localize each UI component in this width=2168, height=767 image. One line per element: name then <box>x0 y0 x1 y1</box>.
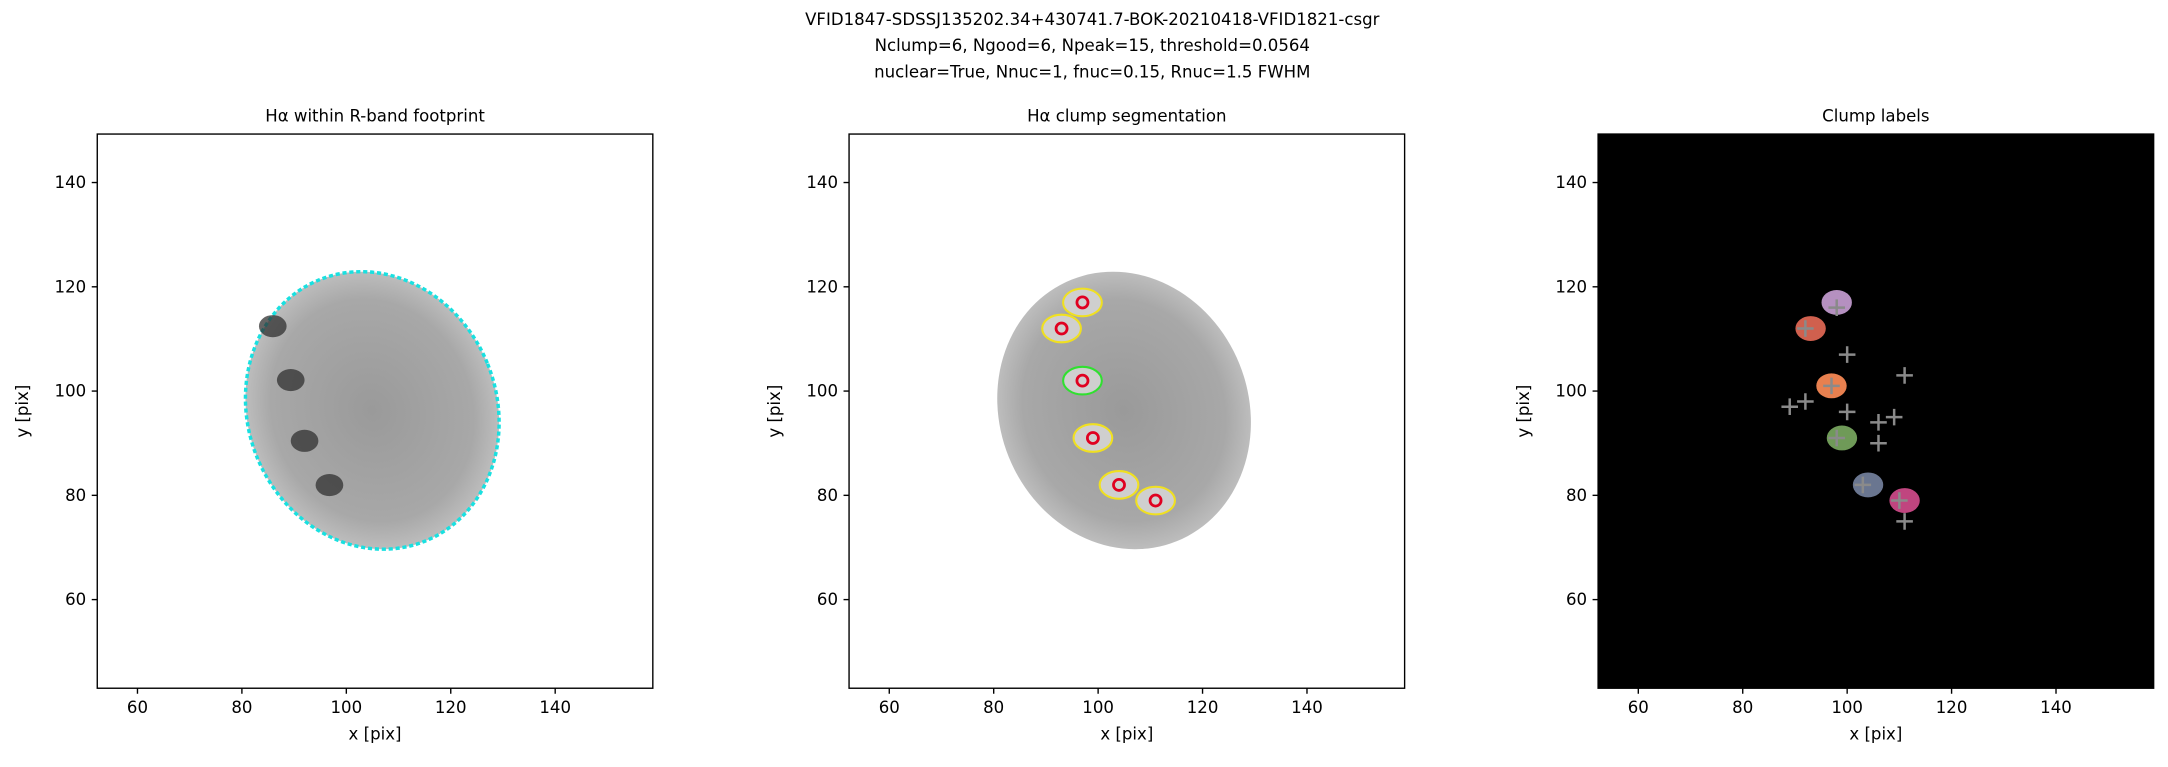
panel: 60 80 100 120 140 60 80 100 120 140 x [pix] y [pix]… <box>1514 107 2155 743</box>
x-tick-label: 80 <box>983 698 1004 717</box>
clump-contour <box>1072 423 1114 453</box>
peak-marker <box>1854 476 1872 494</box>
y-tick-label: 60 <box>1566 590 1587 609</box>
x-axis-label: x [pix] <box>1100 724 1153 743</box>
y-tick-label: 100 <box>55 382 87 401</box>
y-tick-label: 120 <box>806 277 838 296</box>
peak-marker <box>1870 434 1887 452</box>
y-tick-label: 140 <box>1555 173 1587 192</box>
dark-knot <box>290 429 319 452</box>
x-tick-label: 60 <box>1628 698 1649 717</box>
y-tick-label: 140 <box>806 173 838 192</box>
dark-knot <box>258 315 287 338</box>
clump-contour <box>1098 470 1140 500</box>
peak-marker <box>1797 393 1814 410</box>
axes-frame <box>848 133 1406 689</box>
x-tick-label: 60 <box>127 698 148 717</box>
axes-frame <box>96 133 654 689</box>
y-tick-label: 80 <box>65 486 86 505</box>
clump-center <box>1148 493 1163 508</box>
figure-title-line: Nclump=6, Ngood=6, Npeak=15, threshold=0… <box>875 36 1310 55</box>
y-tick-label: 60 <box>817 590 838 609</box>
y-tick-label: 120 <box>1555 277 1587 296</box>
clump-contour <box>1135 485 1176 516</box>
y-tick-label: 80 <box>1566 486 1587 505</box>
panel-title: Clump labels <box>1822 107 1929 126</box>
peak-marker <box>1896 513 1913 530</box>
clump-center <box>1054 321 1069 336</box>
x-tick-label: 140 <box>1291 698 1323 717</box>
x-tick-label: 100 <box>1082 698 1114 717</box>
y-axis-label: y [pix] <box>13 385 32 438</box>
x-axis-label: x [pix] <box>349 724 402 743</box>
clump-center <box>1112 477 1126 492</box>
dark-knot <box>276 368 305 392</box>
x-tick-label: 100 <box>1831 698 1863 717</box>
y-axis-label: y [pix] <box>1514 385 1533 438</box>
peak-marker <box>1823 377 1840 395</box>
clump-center <box>1075 373 1090 388</box>
y-tick-label: 120 <box>55 277 87 296</box>
x-tick-label: 120 <box>1187 698 1219 717</box>
x-axis-label: x [pix] <box>1849 724 1902 743</box>
peak-marker <box>1781 398 1799 416</box>
peak-marker <box>1828 429 1846 447</box>
x-tick-label: 140 <box>539 698 571 717</box>
x-tick-label: 120 <box>1936 698 1968 717</box>
clump-center <box>1075 295 1090 310</box>
x-tick-label: 60 <box>879 698 900 717</box>
figure-title-line: VFID1847-SDSSJ135202.34+430741.7-BOK-202… <box>805 10 1380 29</box>
peak-marker <box>1838 346 1856 363</box>
dark-knot <box>315 474 344 497</box>
galaxy-image <box>243 269 501 551</box>
x-tick-label: 80 <box>1732 698 1753 717</box>
x-tick-label: 140 <box>2040 698 2072 717</box>
axes-frame <box>1597 133 2155 689</box>
y-axis-label: y [pix] <box>765 385 784 438</box>
peak-marker <box>1896 367 1913 384</box>
clump-contour <box>1062 287 1103 318</box>
clump-center <box>1085 431 1100 445</box>
y-tick-label: 140 <box>55 173 87 192</box>
peak-marker <box>1870 414 1887 431</box>
peak-marker <box>1891 492 1908 509</box>
y-tick-label: 80 <box>817 486 838 505</box>
panel: 60 80 100 120 140 60 80 100 120 140 x [pix] y [pix]… <box>765 107 1406 743</box>
y-tick-label: 100 <box>1555 382 1587 401</box>
peak-marker <box>1828 299 1846 316</box>
y-tick-label: 100 <box>806 382 838 401</box>
clump-contour <box>1062 365 1103 396</box>
y-tick-label: 60 <box>65 590 86 609</box>
peak-marker <box>1885 408 1903 426</box>
figure-title-line: nuclear=True, Nnuc=1, fnuc=0.15, Rnuc=1.… <box>874 62 1310 81</box>
peak-marker <box>1838 403 1856 421</box>
panel: 60 80 100 120 140 60 80 100 120 140 x [pix] y [pix]… <box>13 107 654 743</box>
plot-area <box>1598 134 2154 689</box>
peak-marker <box>1797 320 1814 337</box>
x-tick-label: 120 <box>435 698 467 717</box>
panel-title: Hα within R-band footprint <box>265 107 485 126</box>
x-tick-label: 100 <box>330 698 362 717</box>
clump-contour <box>1041 313 1082 344</box>
panel-title: Hα clump segmentation <box>1027 107 1226 126</box>
x-tick-label: 80 <box>231 698 252 717</box>
